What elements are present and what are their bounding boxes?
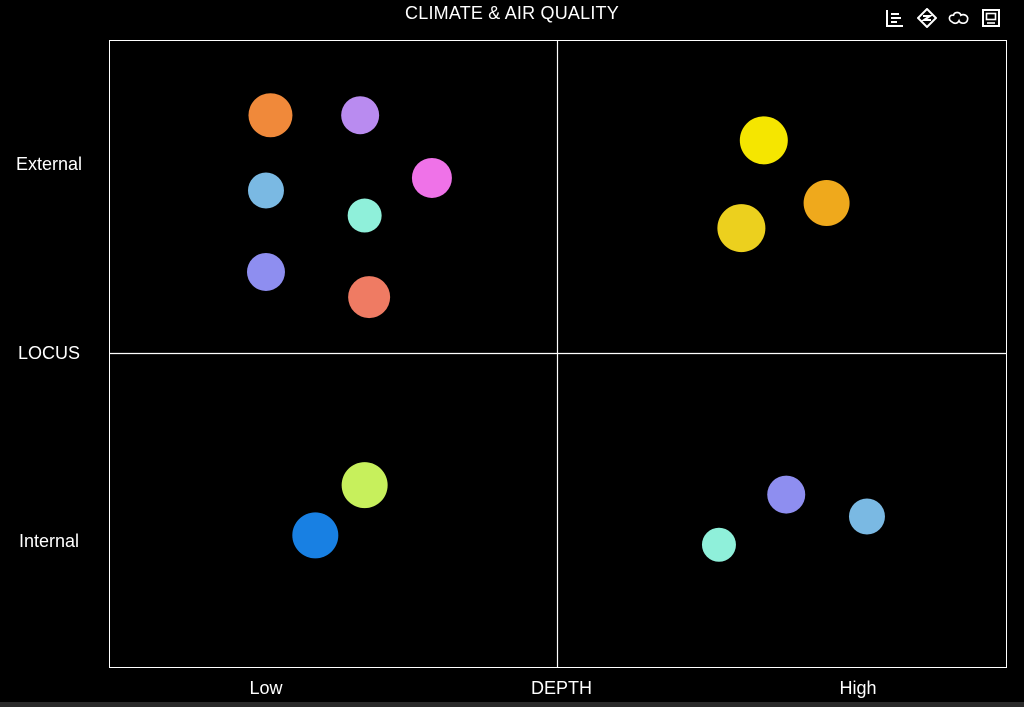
x-tick-label-low: Low: [249, 678, 283, 698]
magic-type-button[interactable]: [916, 7, 938, 29]
scatter-point-4: [247, 172, 284, 209]
scatter-point-10: [717, 204, 766, 253]
magic-type-icon: [917, 8, 937, 28]
restore-icon: [948, 11, 969, 25]
scatter-point-2: [341, 96, 380, 135]
save-image-icon: [982, 9, 1000, 27]
scatter-point-3: [411, 157, 452, 198]
y-axis-label: LOCUS: [17, 342, 80, 363]
scatter-point-11: [341, 462, 388, 509]
scatter-point-7: [348, 276, 391, 319]
scatter-point-1: [248, 93, 293, 138]
x-tick-label-high: High: [839, 678, 877, 698]
scatter-point-5: [347, 198, 382, 233]
scatter-point-14: [848, 498, 885, 535]
scatter-point-9: [803, 180, 850, 227]
y-tick-label-internal: Internal: [18, 530, 80, 551]
scatter-point-15: [701, 527, 736, 562]
scatter-point-8: [739, 116, 788, 165]
scatter-point-6: [246, 252, 285, 291]
chart-title: CLIMATE & AIR QUALITY: [405, 3, 619, 23]
scatter-point-13: [767, 475, 806, 514]
restore-button[interactable]: [948, 7, 970, 29]
bottom-bar: [0, 702, 1024, 707]
x-axis-label: DEPTH: [530, 678, 592, 698]
save-image-button[interactable]: [980, 7, 1002, 29]
scatter-point-12: [292, 512, 339, 559]
data-view-icon: [886, 10, 903, 27]
y-tick-label-external: External: [15, 154, 83, 175]
data-view-button[interactable]: [884, 7, 906, 29]
chart-toolbar: [884, 7, 1002, 29]
